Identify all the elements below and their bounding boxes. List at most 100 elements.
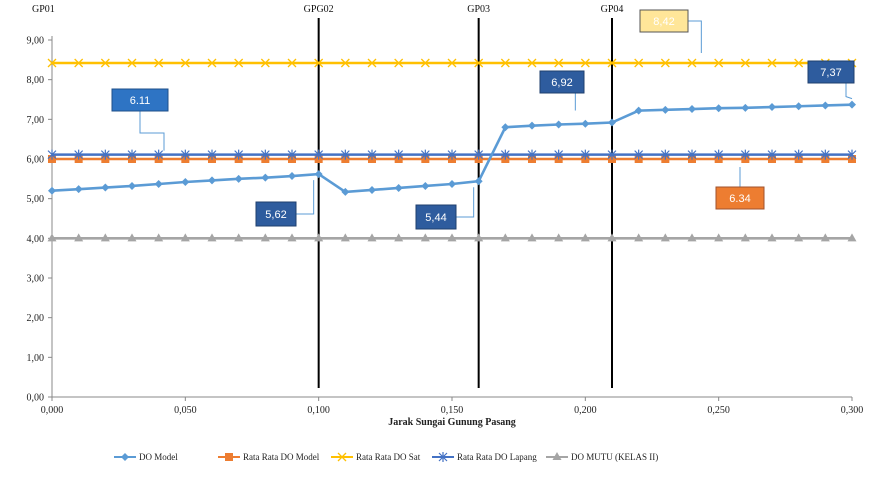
data-point bbox=[661, 105, 670, 114]
data-point bbox=[501, 123, 510, 132]
data-point bbox=[101, 183, 110, 192]
data-point bbox=[128, 181, 136, 190]
callout-leader bbox=[845, 83, 853, 100]
data-point bbox=[820, 233, 830, 242]
series-do-mutu-kelas-ii bbox=[47, 233, 857, 242]
callout-box bbox=[111, 88, 169, 112]
data-point bbox=[225, 453, 233, 461]
series-rata-rata-do-sat bbox=[47, 58, 857, 68]
y-tick-label: 7,00 bbox=[27, 115, 45, 126]
data-point bbox=[234, 58, 244, 68]
data-point bbox=[47, 149, 57, 160]
data-point bbox=[261, 173, 270, 182]
callout-737: 7,37 bbox=[807, 60, 855, 100]
data-point bbox=[768, 103, 776, 112]
callout-label: 6.34 bbox=[729, 193, 750, 205]
data-point bbox=[554, 149, 564, 160]
callout-box bbox=[639, 9, 689, 33]
data-point bbox=[420, 233, 430, 242]
y-tick-label: 3,00 bbox=[27, 274, 45, 285]
data-point bbox=[287, 233, 297, 242]
series-line bbox=[51, 103, 853, 194]
data-point bbox=[180, 58, 190, 68]
y-tick-label: 0,00 bbox=[27, 393, 45, 404]
series-do-model bbox=[48, 100, 856, 196]
callout-leader bbox=[456, 187, 475, 218]
data-point bbox=[580, 149, 590, 160]
data-point bbox=[741, 103, 750, 112]
data-point bbox=[154, 179, 163, 188]
x-tick-label: 0,200 bbox=[574, 405, 597, 416]
y-tick-label: 9,00 bbox=[27, 36, 45, 47]
data-point bbox=[260, 233, 270, 242]
data-point bbox=[527, 233, 537, 242]
data-point bbox=[288, 172, 296, 181]
data-point bbox=[687, 149, 697, 160]
data-point bbox=[181, 178, 190, 187]
x-axis-title: Jarak Sungai Gunung Pasang bbox=[388, 417, 516, 428]
data-point bbox=[447, 149, 457, 160]
x-tick-label: 0,100 bbox=[307, 405, 330, 416]
data-point bbox=[260, 58, 270, 68]
data-point bbox=[47, 58, 57, 68]
data-point bbox=[554, 233, 564, 242]
callout-634: 6.34 bbox=[715, 167, 765, 210]
callout-box bbox=[415, 204, 457, 230]
data-point bbox=[74, 149, 84, 160]
data-point bbox=[48, 186, 56, 195]
data-point bbox=[180, 233, 190, 242]
data-point bbox=[820, 149, 830, 160]
data-point bbox=[234, 233, 244, 242]
data-point bbox=[847, 233, 857, 242]
data-point bbox=[767, 233, 777, 242]
data-point bbox=[394, 233, 404, 242]
data-point bbox=[100, 233, 110, 242]
data-point bbox=[794, 102, 803, 111]
data-point bbox=[207, 149, 217, 160]
y-tick-label: 5,00 bbox=[27, 194, 45, 205]
data-point bbox=[154, 58, 164, 68]
data-point bbox=[100, 58, 110, 68]
data-point bbox=[154, 149, 164, 160]
data-point bbox=[528, 121, 536, 130]
y-tick-label: 6,00 bbox=[27, 155, 45, 166]
station-label: GP03 bbox=[467, 4, 490, 15]
data-point bbox=[341, 187, 350, 196]
callout-label: 7,37 bbox=[820, 67, 841, 79]
y-tick-label: 4,00 bbox=[27, 234, 45, 245]
data-point bbox=[314, 149, 324, 160]
data-point bbox=[47, 233, 57, 242]
legend-item: DO Model bbox=[114, 452, 178, 462]
callout-label: 6,92 bbox=[551, 77, 572, 89]
data-point bbox=[368, 185, 376, 194]
callout-842: 8,42 bbox=[639, 9, 702, 54]
station-label: GPG02 bbox=[304, 4, 334, 15]
data-point bbox=[607, 233, 617, 242]
station-label: GP04 bbox=[601, 4, 624, 15]
data-point bbox=[337, 452, 347, 462]
callout-label: 8,42 bbox=[653, 16, 674, 28]
data-point bbox=[552, 452, 562, 460]
data-point bbox=[500, 58, 510, 68]
data-point bbox=[421, 181, 430, 190]
data-point bbox=[74, 233, 84, 242]
data-point bbox=[527, 149, 537, 160]
data-point bbox=[287, 58, 297, 68]
data-point bbox=[740, 149, 750, 160]
data-point bbox=[367, 58, 377, 68]
data-point bbox=[527, 58, 537, 68]
callout-leader bbox=[688, 20, 702, 54]
data-point bbox=[394, 183, 403, 192]
legend-label: Rata Rata DO Sat bbox=[356, 452, 421, 462]
data-point bbox=[127, 233, 137, 242]
callout-label: 5,62 bbox=[265, 209, 286, 221]
data-point bbox=[314, 233, 324, 242]
data-point bbox=[714, 149, 724, 160]
data-point bbox=[438, 452, 448, 462]
data-point bbox=[608, 118, 616, 127]
data-point bbox=[287, 149, 297, 160]
data-point bbox=[420, 58, 430, 68]
x-tick-label: 0,250 bbox=[707, 405, 730, 416]
x-tick-label: 0,000 bbox=[41, 405, 64, 416]
data-point bbox=[127, 149, 137, 160]
